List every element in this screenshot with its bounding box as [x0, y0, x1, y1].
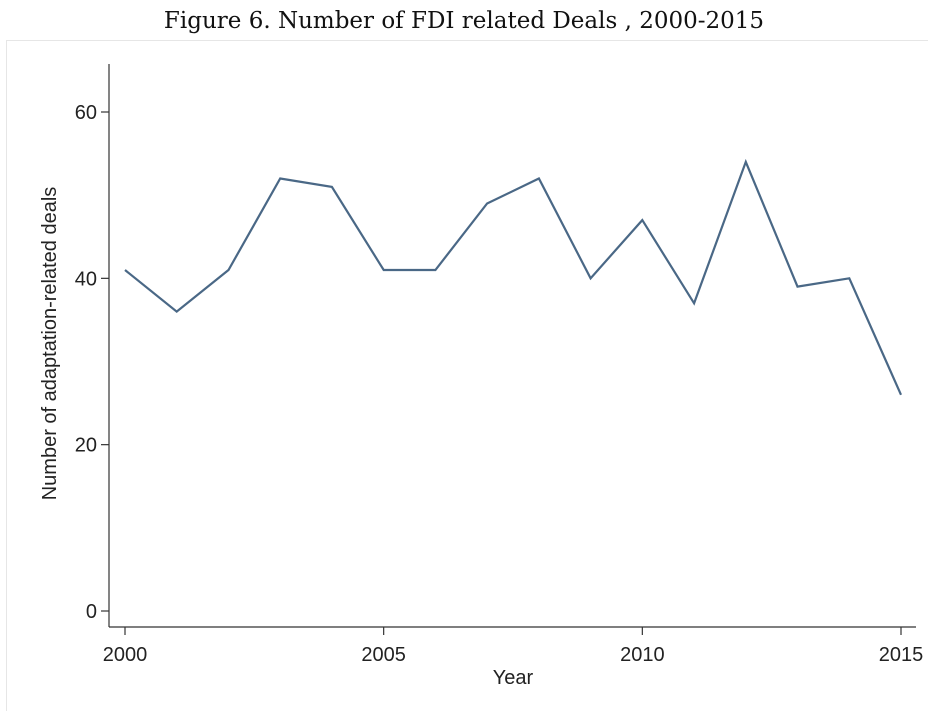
x-tick-label: 2000	[103, 644, 148, 666]
y-ticks: 0 20 40 60	[75, 102, 109, 623]
y-tick-label: 60	[75, 102, 97, 124]
series-line	[124, 158, 903, 396]
x-tick-label: 2015	[879, 644, 924, 666]
y-tick-label: 0	[86, 601, 97, 623]
y-tick-label: 40	[75, 268, 97, 290]
data-points	[124, 161, 902, 395]
x-tick-label: 2010	[620, 644, 665, 666]
x-axis-title: Year	[493, 667, 534, 689]
y-axis-title: Number of adaptation-related deals	[39, 187, 61, 501]
axes	[108, 64, 916, 628]
y-tick-label: 20	[75, 435, 97, 457]
x-tick-label: 2005	[361, 644, 406, 666]
figure-title: Figure 6. Number of FDI related Deals , …	[163, 8, 765, 34]
x-ticks: 2000 2005 2010 2015	[103, 627, 924, 666]
plot-frame	[6, 40, 928, 711]
